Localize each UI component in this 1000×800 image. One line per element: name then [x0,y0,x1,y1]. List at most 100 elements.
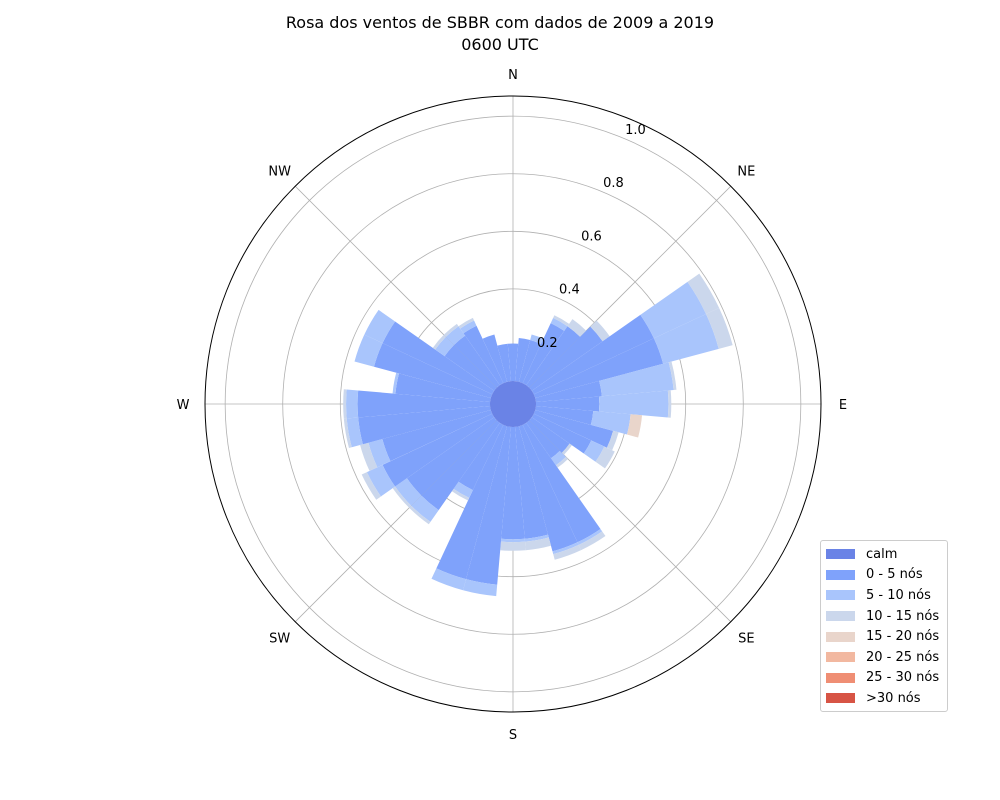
legend-label: 25 - 30 nós [866,670,940,686]
legend-label: 15 - 20 nós [866,629,940,645]
bar-100-5-10-n-s [590,411,631,435]
direction-labels: N NE E SE S SW W NW [177,68,848,743]
legend-swatch [826,631,855,642]
bar-20-0-5-n-s [518,340,541,384]
bar-320-0-5-n-s [453,335,500,388]
bar-300-0-5-n-s [382,321,495,395]
radial-tick-labels: 0.2 0.4 0.6 0.8 1.0 [537,123,646,351]
bar-310-0-5-n-s [444,344,497,391]
wind-bars [343,273,733,597]
bar-80-10-15-n-s [668,361,677,390]
legend-label: 0 - 5 nós [866,567,923,583]
bar-150-0-5-n-s [522,422,601,543]
bar-10-0-5-n-s [515,338,531,382]
bar-60-10-15-n-s [687,273,720,314]
bar-140-5-10-n-s [550,450,566,466]
legend-swatch [826,693,855,704]
legend-swatch [826,569,855,580]
bar-30-10-15-n-s [553,315,570,327]
bar-150-10-15-n-s [578,531,606,551]
bar-110-0-5-n-s [533,409,614,448]
legend-label: 20 - 25 nós [866,649,940,665]
bar-150-5-10-n-s [577,528,603,545]
direction-label-sw: SW [269,631,290,646]
bar-120-0-5-n-s [531,413,592,454]
bar-250-0-5-n-s [382,409,493,462]
bar-190-5-10-n-s [463,579,498,597]
calm-disc [489,380,537,428]
radial-tick-label: 1.0 [625,123,646,138]
direction-label-n: N [508,68,518,83]
bar-190-0-5-n-s [466,426,511,585]
direction-label-nw: NW [268,165,291,180]
bar-280-5-10-n-s [392,372,400,394]
bar-120-10-15-n-s [595,446,615,469]
bar-220-5-10-n-s [411,495,439,522]
bar-330-0-5-n-s [463,325,504,386]
bar-210-5-10-n-s [453,481,473,498]
bar-140-10-15-n-s [555,456,568,468]
bar-30-0-5-n-s [522,323,565,386]
bar-60-5-10-n-s [640,281,707,339]
legend-swatch [826,652,855,663]
direction-label-e: E [839,398,847,413]
bar-330-5-10-n-s [460,320,477,334]
bar-240-0-5-n-s [382,413,495,487]
bar-310-10-15-n-s [432,334,446,350]
legend-item: >30 nós [821,688,947,709]
bar-300-5-10-n-s [364,309,396,344]
chart-subtitle: 0600 UTC [461,35,539,54]
legend-label: 10 - 15 nós [866,608,940,624]
direction-label-s: S [509,728,517,743]
legend-item: 0 - 5 nós [821,565,947,586]
bar-40-0-5-n-s [526,326,581,388]
bar-250-5-10-n-s [368,439,391,468]
radial-tick-label: 0.4 [559,283,580,298]
bar-320-5-10-n-s [445,326,466,345]
bar-170-5-10-n-s [524,534,549,542]
bar-200-5-10-n-s [431,568,467,591]
bar-310-5-10-n-s [435,336,454,357]
bar-50-10-15-n-s [590,320,610,342]
bar-270-10-15-n-s [343,389,347,419]
bar-90-5-10-n-s [599,390,669,418]
bar-260-5-10-n-s [346,417,363,448]
bar-40-10-15-n-s [567,319,587,337]
legend-label: >30 nós [866,690,921,706]
legend-item: 10 - 15 nós [821,606,947,627]
bar-130-0-5-n-s [529,417,570,453]
bar-30-5-10-n-s [550,317,568,331]
bar-50-0-5-n-s [529,326,603,391]
bar-70-10-15-n-s [706,307,733,349]
legend-swatch [826,672,855,683]
bar-140-0-5-n-s [526,420,560,459]
bar-270-0-5-n-s [357,390,491,418]
bar-60-0-5-n-s [531,314,654,395]
bar-280-0-5-n-s [395,373,491,402]
bar-330-10-15-n-s [458,317,475,329]
bar-170-10-15-n-s [525,537,551,551]
legend-item: 15 - 20 nós [821,626,947,647]
bar-160-10-15-n-s [553,544,582,560]
bar-200-0-5-n-s [436,424,508,580]
bar-260-10-15-n-s [343,418,352,448]
bar-160-5-10-n-s [552,542,579,555]
bar-90-0-5-n-s [535,396,600,412]
bar-350-0-5-n-s [497,343,511,382]
legend-swatch [826,549,855,560]
legend: calm 0 - 5 nós 5 - 10 nós 10 - 15 nós 15 - 2… [820,540,948,712]
bar-220-10-15-n-s [409,505,431,525]
bar-210-10-15-n-s [451,488,470,501]
direction-label-ne: NE [737,165,755,180]
bar-90-10-15-n-s [667,390,672,418]
bar-230-0-5-n-s [406,417,497,496]
bar-120-5-10-n-s [583,440,605,462]
direction-label-w: W [177,398,190,413]
bar-230-5-10-n-s [395,478,422,506]
bar-20-5-10-n-s [530,334,544,344]
bar-180-5-10-n-s [500,538,526,543]
bar-240-10-15-n-s [361,472,381,500]
legend-item: 20 - 25 nós [821,647,947,668]
radial-tick-label: 0.2 [537,336,558,351]
